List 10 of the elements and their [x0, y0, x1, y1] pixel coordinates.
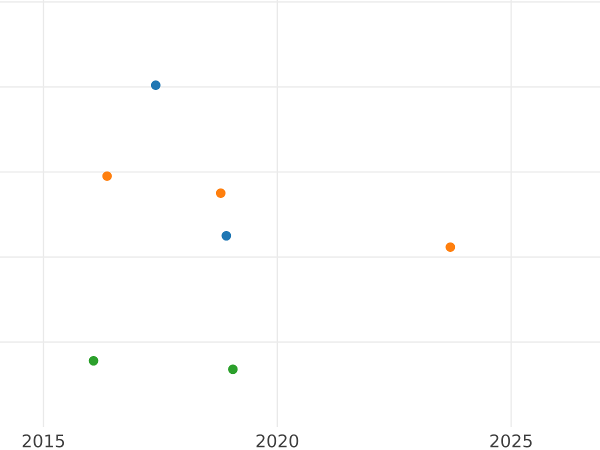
- point: [446, 242, 456, 252]
- point: [102, 171, 112, 181]
- point: [216, 188, 226, 198]
- x-tick-label: 2025: [490, 434, 532, 448]
- point: [88, 356, 98, 366]
- point: [228, 364, 238, 374]
- x-tick-label: 2015: [22, 434, 64, 448]
- point: [222, 230, 232, 241]
- x-tick-label: 2020: [256, 434, 298, 448]
- point: [150, 80, 161, 90]
